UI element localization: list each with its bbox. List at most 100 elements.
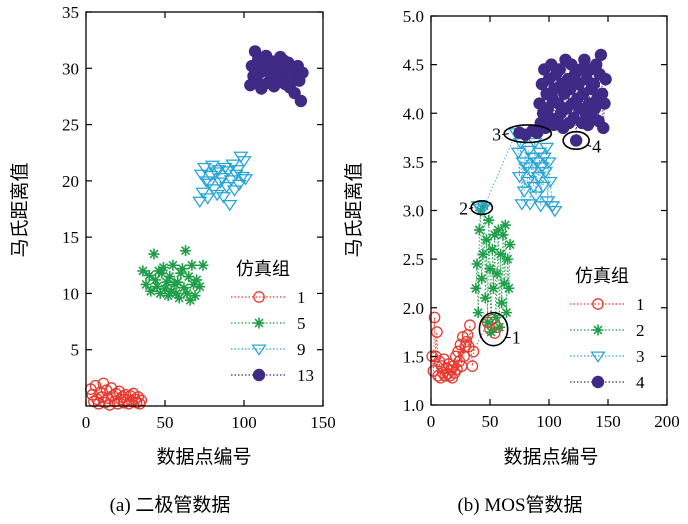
data-point <box>162 290 174 302</box>
data-point <box>485 326 497 338</box>
data-point <box>92 397 105 410</box>
annotation-label: 1 <box>512 328 521 348</box>
y-tick-label: 2.5 <box>403 250 424 269</box>
x-tick-label: 50 <box>482 412 499 431</box>
y-tick-label: 4.0 <box>403 104 424 123</box>
data-point <box>466 360 479 372</box>
chart-b: 0 50 100 150 2001.01.52.02.53.03.54.04.55.0 … <box>343 7 680 516</box>
chart-b-ylabel: 马氏距离值 <box>343 162 365 257</box>
data-point <box>431 326 443 338</box>
legend-marker <box>592 298 604 310</box>
data-point <box>294 94 308 108</box>
data-point <box>165 285 177 297</box>
x-tick-label: 50 <box>157 413 174 432</box>
data-point <box>537 167 554 179</box>
data-point <box>145 285 157 297</box>
data-point <box>533 201 549 213</box>
legend-entry-13: 13 <box>231 366 314 385</box>
data-point <box>486 243 498 255</box>
data-point <box>207 167 224 179</box>
data-point <box>196 162 213 175</box>
data-point <box>495 248 507 260</box>
annotation-ellipse <box>478 311 509 347</box>
data-point <box>211 165 227 177</box>
y-tick-label: 20 <box>62 172 79 191</box>
y-tick-label: 3.5 <box>403 153 424 172</box>
y-tick-label: 5 <box>71 341 80 360</box>
legend-marker <box>591 375 605 389</box>
data-point <box>530 171 546 184</box>
data-point <box>159 283 171 295</box>
data-point <box>599 73 612 86</box>
data-point <box>502 253 514 265</box>
chart-a-legend-title: 仿真组 <box>236 259 290 280</box>
data-point <box>471 258 483 270</box>
data-point <box>535 181 551 194</box>
y-tick-label: 35 <box>62 3 79 22</box>
data-point <box>175 267 187 279</box>
data-point <box>488 282 500 294</box>
data-point <box>514 199 530 211</box>
data-point <box>113 385 126 398</box>
y-tick-label: 4.5 <box>403 56 424 75</box>
data-point <box>178 282 190 294</box>
data-point <box>150 274 162 286</box>
data-point <box>200 193 216 205</box>
series-5 <box>137 245 209 306</box>
data-point <box>172 276 184 288</box>
data-point <box>161 276 173 288</box>
legend-entry-2: 2 <box>570 321 645 340</box>
annotation-leader <box>502 133 509 136</box>
x-tick-label: 100 <box>231 413 257 432</box>
data-point <box>151 281 163 293</box>
data-point <box>503 282 515 294</box>
data-point <box>473 224 485 236</box>
data-point <box>472 307 484 319</box>
chart-a-ylabel: 马氏距离值 <box>9 162 31 257</box>
series-9 <box>192 151 254 212</box>
legend-label: 1 <box>297 288 306 307</box>
data-point <box>143 269 155 281</box>
data-point <box>140 278 152 290</box>
data-point <box>181 287 193 299</box>
data-point <box>516 186 532 198</box>
data-point <box>137 265 149 277</box>
y-tick-label: 5.0 <box>403 7 424 26</box>
data-point <box>476 202 492 214</box>
data-point <box>482 316 494 328</box>
data-point <box>541 157 557 169</box>
data-point <box>594 48 608 62</box>
data-point <box>598 97 611 110</box>
legend-label: 3 <box>636 347 645 366</box>
y-tick-label: 1.5 <box>403 347 424 366</box>
data-point <box>132 391 144 403</box>
y-tick-label: 1.0 <box>403 396 424 415</box>
legend-label: 9 <box>297 340 306 359</box>
y-tick-label: 10 <box>62 284 79 303</box>
data-point <box>164 271 176 283</box>
data-point <box>156 267 168 279</box>
data-point <box>489 229 501 241</box>
series-2 <box>470 200 516 338</box>
series-4 <box>513 48 612 147</box>
data-point <box>226 185 243 197</box>
data-point <box>176 263 188 275</box>
data-point <box>189 290 201 302</box>
x-tick-label: 150 <box>595 412 621 431</box>
data-point <box>222 200 238 212</box>
data-point <box>578 53 591 66</box>
data-point <box>170 287 182 299</box>
chart-a-caption: (a) 二极管数据 <box>110 494 231 516</box>
annotation-ellipse <box>562 130 590 151</box>
legend-marker <box>253 291 265 303</box>
data-point <box>491 268 503 280</box>
series-13 <box>244 45 309 108</box>
data-point <box>476 273 488 285</box>
chart-b-legend-title: 仿真组 <box>575 266 629 287</box>
chart-b-xlabel: 数据点编号 <box>503 446 598 468</box>
annotation-ellipse <box>470 199 494 216</box>
data-point <box>539 142 555 155</box>
legend-marker <box>592 324 604 336</box>
